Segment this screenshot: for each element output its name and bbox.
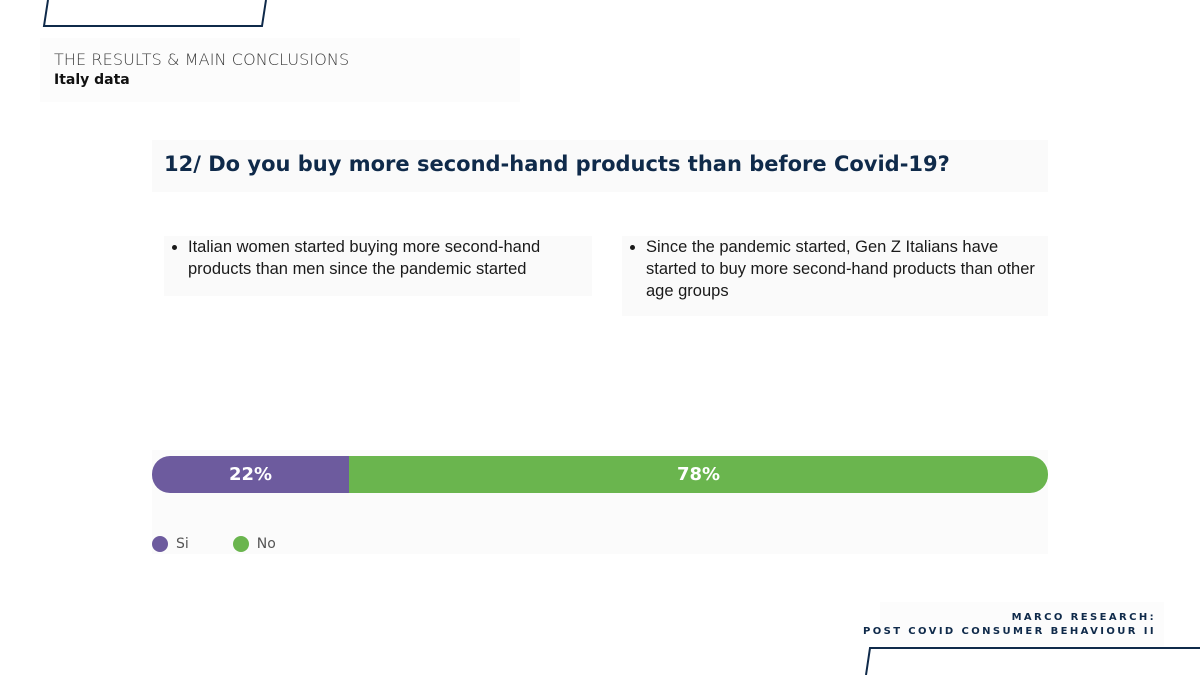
insight-box-1: Italian women started buying more second…: [164, 236, 592, 296]
bar-track: 22% 78%: [152, 456, 1048, 493]
section-subtitle: Italy data: [54, 72, 130, 88]
data-label-si: 22%: [229, 464, 273, 485]
footer-line-1: MARCO RESEARCH:: [1011, 612, 1156, 623]
legend-swatch: [152, 536, 168, 552]
bar-segment-no: 78%: [349, 456, 1048, 493]
legend-swatch: [232, 536, 249, 552]
legend-item-si: Si: [152, 536, 189, 552]
bottom-right-decoration: [865, 647, 1200, 675]
legend-item-no: No: [232, 536, 276, 552]
section-kicker: THE RESULTS & MAIN CONCLUSIONS: [54, 50, 350, 69]
insight-list-1: Italian women started buying more second…: [164, 236, 592, 280]
insight-list-2: Since the pandemic started, Gen Z Italia…: [622, 236, 1048, 302]
data-label-no: 78%: [677, 464, 721, 485]
section-header: THE RESULTS & MAIN CONCLUSIONS Italy dat…: [40, 38, 520, 102]
bar-segment-si: 22%: [152, 456, 350, 493]
question-title: 12/ Do you buy more second-hand products…: [164, 152, 950, 176]
footer-line-2: POST COVID CONSUMER BEHAVIOUR II: [862, 626, 1156, 637]
insight-bullet: Italian women started buying more second…: [188, 236, 592, 280]
legend-label: Si: [176, 536, 189, 552]
insight-bullet: Since the pandemic started, Gen Z Italia…: [646, 236, 1048, 302]
stacked-bar-chart: 22% 78% Si No: [152, 450, 1048, 554]
chart-legend: Si No: [152, 536, 320, 552]
top-left-decoration: [42, 0, 267, 27]
legend-label: No: [256, 536, 276, 552]
insight-box-2: Since the pandemic started, Gen Z Italia…: [622, 236, 1048, 316]
question-box: 12/ Do you buy more second-hand products…: [152, 140, 1048, 192]
footer-branding: MARCO RESEARCH: POST COVID CONSUMER BEHA…: [863, 602, 1164, 646]
